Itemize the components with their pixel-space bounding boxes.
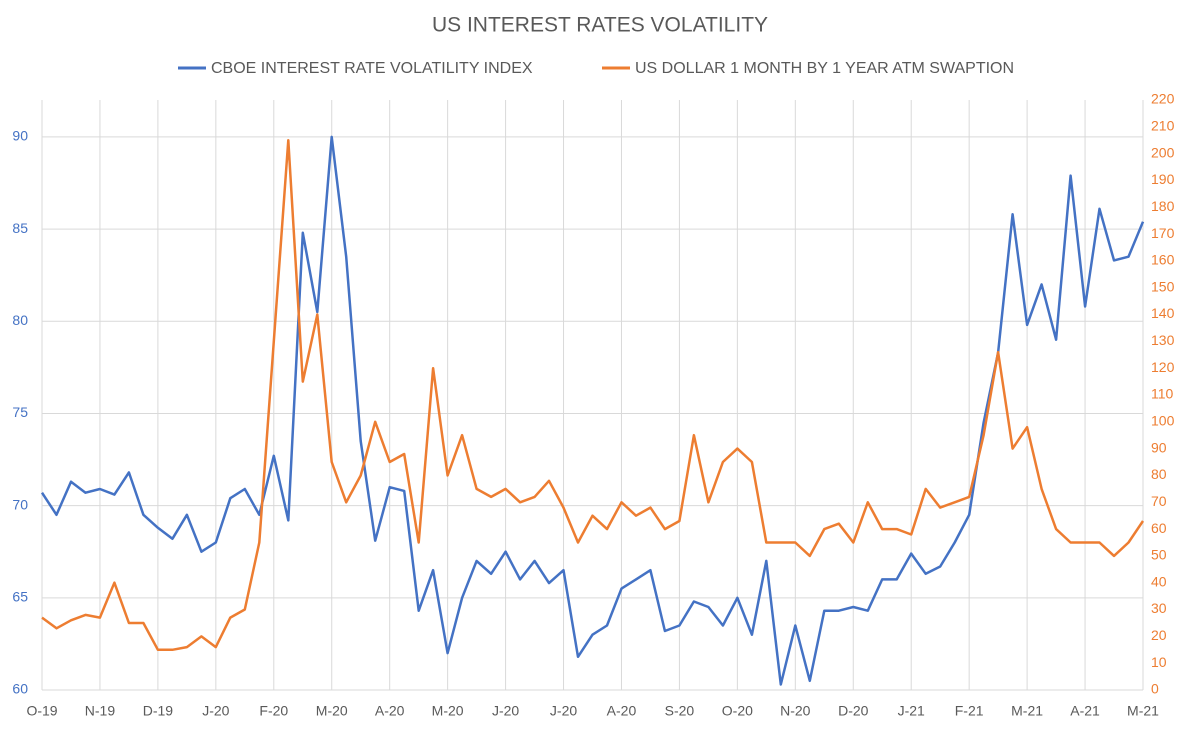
- y2-tick-label: 140: [1151, 305, 1175, 321]
- y2-tick-label: 220: [1151, 91, 1175, 107]
- x-tick-label: D-19: [143, 703, 174, 719]
- x-tick-label: F-20: [259, 703, 288, 719]
- y2-tick-label: 30: [1151, 600, 1167, 616]
- y2-tick-label: 100: [1151, 413, 1175, 429]
- y2-tick-label: 50: [1151, 547, 1167, 563]
- x-tick-label: J-21: [898, 703, 925, 719]
- legend-label: US DOLLAR 1 MONTH BY 1 YEAR ATM SWAPTION: [635, 60, 1014, 77]
- y2-tick-label: 110: [1151, 386, 1174, 402]
- y2-tick-label: 10: [1151, 654, 1167, 670]
- x-tick-label: M-21: [1127, 703, 1159, 719]
- x-tick-label: J-20: [202, 703, 229, 719]
- y2-tick-label: 70: [1151, 493, 1167, 509]
- x-tick-label: M-20: [316, 703, 348, 719]
- x-tick-label: F-21: [955, 703, 984, 719]
- x-tick-label: O-19: [26, 703, 57, 719]
- chart-title: US INTEREST RATES VOLATILITY: [432, 14, 768, 37]
- y2-tick-label: 150: [1151, 278, 1175, 294]
- y2-tick-label: 130: [1151, 332, 1175, 348]
- y-tick-label: 75: [12, 404, 28, 420]
- y2-tick-label: 80: [1151, 466, 1167, 482]
- y-tick-label: 85: [12, 220, 28, 236]
- y2-tick-label: 210: [1151, 118, 1175, 134]
- x-tick-label: M-20: [432, 703, 464, 719]
- y-tick-label: 70: [12, 496, 28, 512]
- x-tick-label: A-21: [1070, 703, 1100, 719]
- y2-tick-label: 200: [1151, 144, 1175, 160]
- x-tick-label: M-21: [1011, 703, 1043, 719]
- series-line: [40, 135, 1145, 686]
- x-tick-label: O-20: [722, 703, 753, 719]
- x-tick-label: S-20: [665, 703, 695, 719]
- x-tick-label: J-20: [550, 703, 577, 719]
- y2-tick-label: 90: [1151, 439, 1167, 455]
- x-tick-label: N-20: [780, 703, 811, 719]
- y-tick-label: 60: [12, 681, 28, 697]
- x-tick-label: N-19: [85, 703, 116, 719]
- legend-label: CBOE INTEREST RATE VOLATILITY INDEX: [211, 60, 533, 77]
- x-tick-label: J-20: [492, 703, 519, 719]
- y2-tick-label: 0: [1151, 681, 1159, 697]
- y-tick-label: 65: [12, 589, 28, 605]
- x-tick-label: A-20: [375, 703, 405, 719]
- x-tick-label: A-20: [607, 703, 637, 719]
- y2-tick-label: 40: [1151, 573, 1167, 589]
- y2-tick-label: 20: [1151, 627, 1167, 643]
- y2-tick-label: 180: [1151, 198, 1175, 214]
- y2-tick-label: 160: [1151, 252, 1175, 268]
- y-tick-label: 80: [12, 312, 28, 328]
- series-line: [41, 138, 1145, 652]
- y2-tick-label: 190: [1151, 171, 1175, 187]
- x-tick-label: D-20: [838, 703, 869, 719]
- y2-tick-label: 120: [1151, 359, 1175, 375]
- y-tick-label: 90: [12, 128, 28, 144]
- y2-tick-label: 170: [1151, 225, 1175, 241]
- y2-tick-label: 60: [1151, 520, 1167, 536]
